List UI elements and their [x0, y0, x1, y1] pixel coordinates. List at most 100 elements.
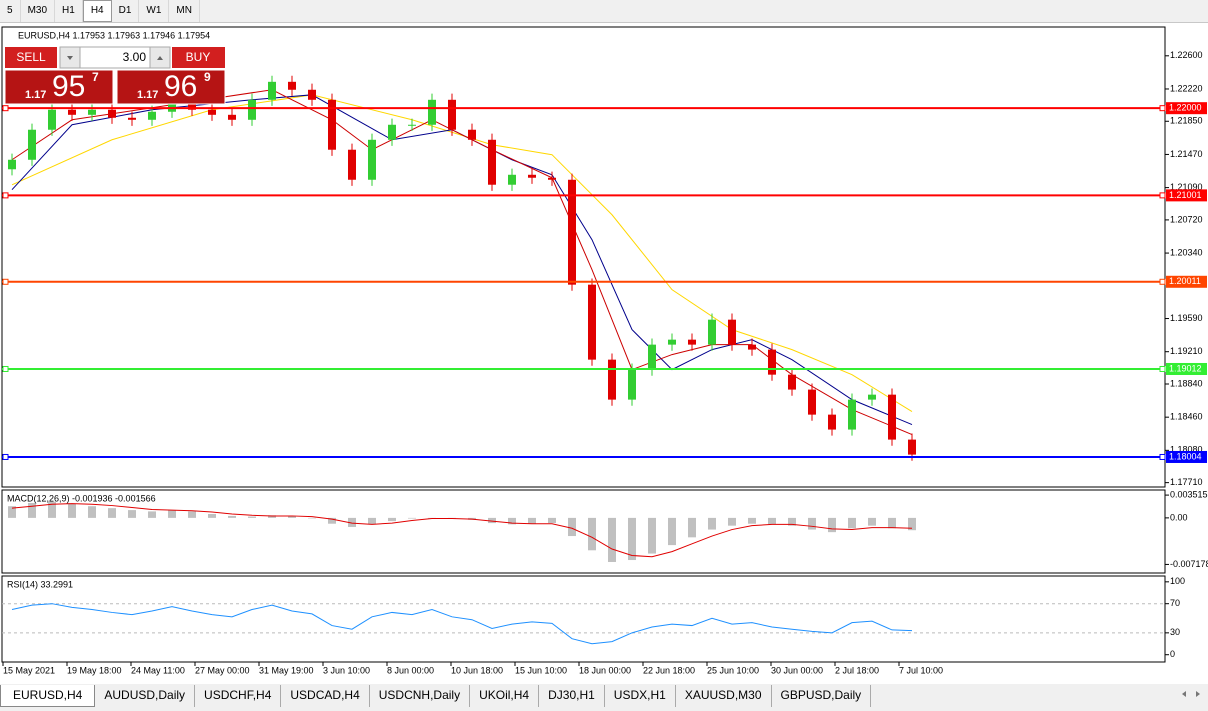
y-tick-label: 70 [1170, 598, 1180, 608]
timeframe-button[interactable]: 5 [0, 0, 21, 22]
macd-bar [288, 515, 296, 518]
lots-up-arrow [157, 56, 163, 60]
chart-tab[interactable]: DJ30,H1 [539, 685, 605, 707]
macd-bar [368, 517, 376, 525]
x-tick-label: 24 May 11:00 [131, 665, 185, 675]
tab-scroll-right[interactable] [1196, 691, 1200, 697]
candle-body [388, 124, 396, 140]
x-tick-label: 22 Jun 18:00 [643, 665, 695, 675]
level-label-box [1166, 362, 1207, 375]
chart-tab[interactable]: USDCHF,H4 [195, 685, 282, 707]
level-label: 1.18004 [1169, 451, 1202, 461]
level-handle [1159, 453, 1166, 460]
macd-bar [168, 510, 176, 518]
candle-body [328, 99, 336, 150]
macd-bar [408, 517, 416, 519]
macd-signal [11, 503, 913, 558]
level-handle [2, 192, 9, 199]
macd-bar [28, 502, 36, 518]
timeframe-button[interactable]: M30 [21, 0, 56, 22]
macd-bar [308, 517, 316, 519]
candle-body [88, 109, 96, 115]
x-tick-label: 2 Jul 18:00 [835, 665, 879, 675]
sell-label: SELL [16, 50, 46, 64]
macd-bar [548, 517, 556, 524]
chart-tab[interactable]: UKOil,H4 [470, 685, 540, 707]
macd-bar [568, 517, 576, 537]
ask-fraction: 9 [204, 70, 211, 84]
candle-body [348, 149, 356, 180]
x-tick-label: 3 Jun 10:00 [323, 665, 370, 675]
y-tick-label: 1.21470 [1170, 149, 1203, 159]
y-tick-label: 0.003515 [1170, 489, 1208, 499]
candle-body [508, 174, 516, 185]
candle-body [28, 129, 36, 160]
macd-bar [268, 515, 276, 518]
level-handle [1159, 105, 1166, 112]
chart-tab[interactable]: USDCAD,H4 [281, 685, 370, 707]
timeframe-button[interactable]: H1 [55, 0, 83, 22]
tab-scroll-left[interactable] [1182, 691, 1186, 697]
candle-body [828, 414, 836, 430]
timeframe-button[interactable]: MN [169, 0, 200, 22]
macd-bar [848, 517, 856, 529]
chart-tab[interactable]: AUDUSD,Daily [95, 685, 196, 707]
candle-body [888, 394, 896, 440]
macd-bar [888, 517, 896, 529]
macd-bar [188, 511, 196, 518]
candle-body [48, 109, 56, 130]
chart-tab[interactable]: XAUUSD,M30 [676, 685, 772, 707]
ask-prefix: 1.17 [137, 89, 158, 101]
chart-tab[interactable]: GBPUSD,Daily [772, 685, 872, 707]
candle-body [488, 139, 496, 185]
macd-bar [768, 517, 776, 525]
macd-bar [508, 517, 516, 525]
macd-bar [128, 510, 136, 518]
candle-body [308, 89, 316, 100]
y-tick-label: 1.19590 [1170, 313, 1203, 323]
x-tick-label: 30 Jun 00:00 [771, 665, 823, 675]
candle-body [108, 109, 116, 118]
timeframe-toolbar: 5 M30 H1 H4 D1 W1 MN [0, 0, 1208, 23]
y-tick-label: 1.17710 [1170, 477, 1203, 487]
macd-bar [908, 517, 916, 531]
y-tick-label: 1.18080 [1170, 445, 1203, 455]
candle-body [248, 99, 256, 120]
candle-body [588, 284, 596, 360]
buy-button[interactable] [172, 47, 225, 68]
y-tick-label: 0 [1170, 649, 1175, 659]
candle-body [848, 399, 856, 430]
chart-tab[interactable]: USDX,H1 [605, 685, 676, 707]
timeframe-button[interactable]: H4 [82, 0, 112, 22]
macd-bar [648, 517, 656, 554]
level-handle [2, 453, 9, 460]
timeframe-button[interactable]: W1 [139, 0, 170, 22]
macd-bar [88, 506, 96, 518]
sell-button[interactable] [5, 47, 57, 68]
macd-bar [208, 513, 216, 518]
level-label: 1.19012 [1169, 363, 1202, 373]
macd-bar [488, 517, 496, 524]
level-label-box [1166, 102, 1207, 115]
candle-body [68, 109, 76, 115]
candle-body [568, 179, 576, 285]
y-tick-label: 1.22220 [1170, 83, 1203, 93]
y-tick-label: 100 [1170, 576, 1185, 586]
chart-tab[interactable]: USDCNH,Daily [370, 685, 471, 707]
candle-body [788, 374, 796, 390]
macd-bar [688, 517, 696, 538]
macd-bar [628, 517, 636, 561]
indicator-title: MACD(12,26,9) -0.001936 -0.001566 [7, 493, 156, 503]
candle-body [608, 359, 616, 400]
lots-down-arrow [67, 56, 73, 60]
timeframe-button[interactable]: D1 [112, 0, 140, 22]
ask-price-box[interactable] [116, 69, 226, 105]
bid-price-box[interactable] [4, 69, 114, 105]
macd-bar [828, 517, 836, 533]
x-tick-label: 27 May 00:00 [195, 665, 250, 675]
level-handle [2, 365, 9, 372]
chart-tab[interactable]: EURUSD,H4 [0, 685, 96, 707]
macd-bar [108, 508, 116, 518]
